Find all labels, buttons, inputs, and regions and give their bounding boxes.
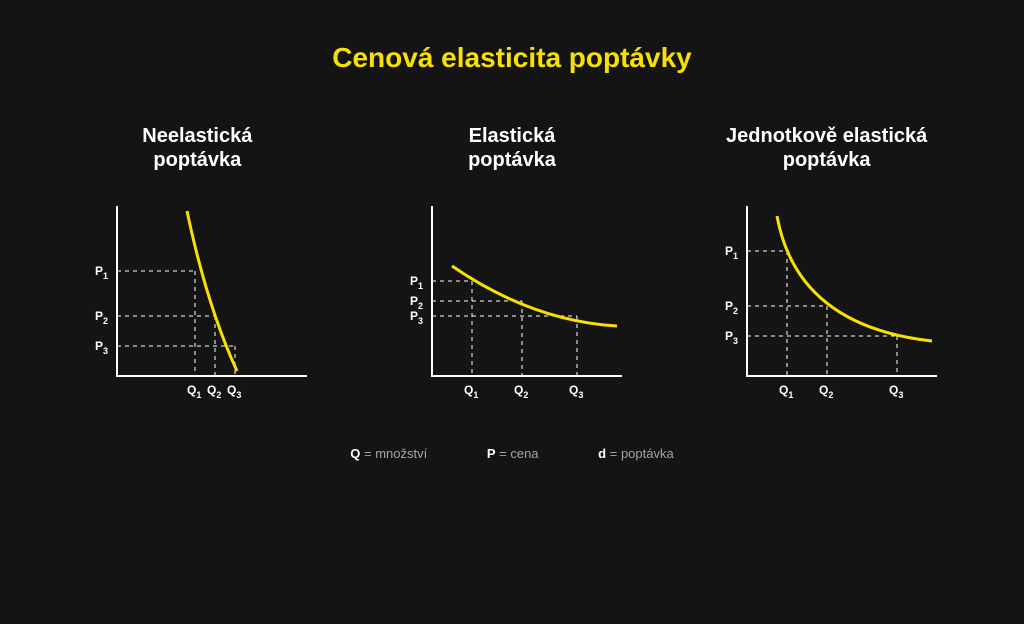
- svg-text:P2: P2: [95, 309, 108, 326]
- guides-2: [747, 251, 897, 376]
- svg-text:P3: P3: [410, 309, 423, 326]
- axes-2: [747, 206, 937, 376]
- chart-unit-elastic: P1 P2 P3 Q1 Q2 Q3: [697, 196, 957, 406]
- svg-text:Q1: Q1: [464, 383, 478, 400]
- p-labels-1: P1 P2 P3: [410, 274, 423, 326]
- p-labels-2: P1 P2 P3: [725, 244, 738, 346]
- panel-inelastic: Neelastická poptávka P1 P2 P3: [47, 124, 347, 406]
- panels-row: Neelastická poptávka P1 P2 P3: [0, 124, 1024, 406]
- panel-title-0: Neelastická poptávka: [47, 124, 347, 172]
- svg-text:Q3: Q3: [227, 383, 241, 400]
- p-labels-0: P1 P2 P3: [95, 264, 108, 356]
- svg-text:Q2: Q2: [514, 383, 528, 400]
- svg-text:Q2: Q2: [819, 383, 833, 400]
- svg-text:Q3: Q3: [569, 383, 583, 400]
- panel-elastic: Elastická poptávka P1 P2 P3 Q1 Q2: [362, 124, 662, 406]
- q-labels-2: Q1 Q2 Q3: [779, 383, 903, 400]
- svg-text:Q2: Q2: [207, 383, 221, 400]
- svg-text:Q3: Q3: [889, 383, 903, 400]
- demand-curve-1: [452, 266, 617, 326]
- svg-text:P2: P2: [725, 299, 738, 316]
- svg-text:P1: P1: [410, 274, 423, 291]
- legend-d: d = poptávka: [598, 446, 674, 461]
- svg-text:P3: P3: [725, 329, 738, 346]
- axes-0: [117, 206, 307, 376]
- demand-curve-2: [777, 216, 932, 341]
- svg-text:P3: P3: [95, 339, 108, 356]
- legend-q: Q = množství: [350, 446, 427, 461]
- chart-inelastic: P1 P2 P3 Q1 Q2 Q3: [67, 196, 327, 406]
- panel-title-1: Elastická poptávka: [362, 124, 662, 172]
- svg-text:P1: P1: [95, 264, 108, 281]
- page-title: Cenová elasticita poptávky: [0, 42, 1024, 74]
- panel-unit-elastic: Jednotkově elastická poptávka P1 P2 P3 Q…: [677, 124, 977, 406]
- legend: Q = množství P = cena d = poptávka: [0, 446, 1024, 461]
- q-labels-1: Q1 Q2 Q3: [464, 383, 583, 400]
- svg-text:P1: P1: [725, 244, 738, 261]
- svg-text:Q1: Q1: [779, 383, 793, 400]
- chart-elastic: P1 P2 P3 Q1 Q2 Q3: [382, 196, 642, 406]
- q-labels-0: Q1 Q2 Q3: [187, 383, 241, 400]
- axes-1: [432, 206, 622, 376]
- svg-text:Q1: Q1: [187, 383, 201, 400]
- legend-p: P = cena: [487, 446, 539, 461]
- panel-title-2: Jednotkově elastická poptávka: [677, 124, 977, 172]
